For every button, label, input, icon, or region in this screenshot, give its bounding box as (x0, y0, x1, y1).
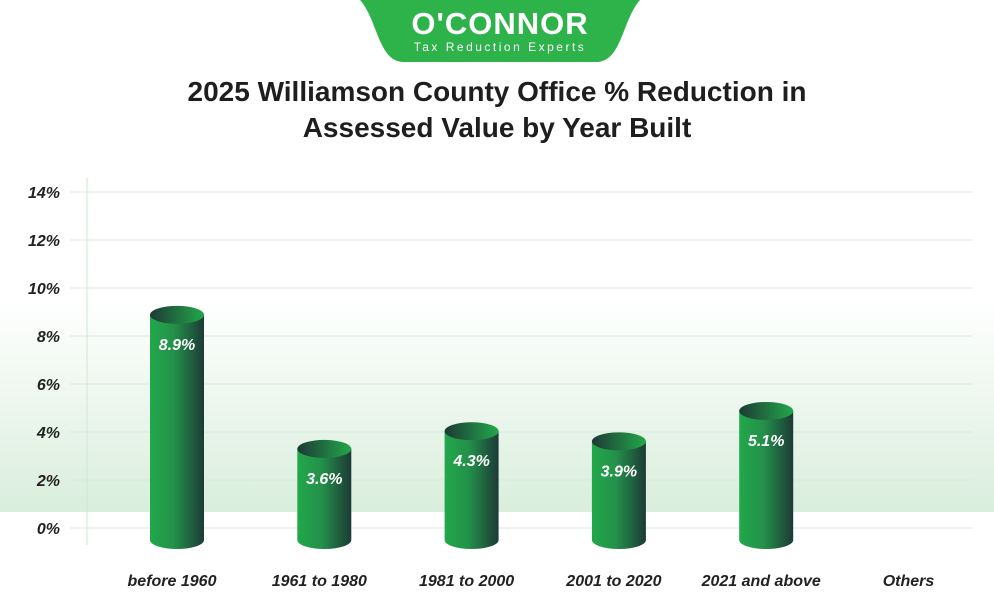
x-category-label: before 1960 (128, 573, 217, 590)
bar-top (739, 401, 794, 420)
data-label: 8.9% (159, 337, 195, 354)
x-category-label: 1981 to 2000 (419, 573, 514, 590)
logo-badge (360, 0, 640, 62)
bar-body (297, 448, 352, 549)
bar-body (150, 314, 204, 549)
bar-2001-to-2020: 3.9% (591, 432, 646, 549)
y-tick-label: 6% (37, 377, 60, 394)
data-label: 4.3% (452, 453, 489, 470)
y-tick-label: 8% (37, 329, 60, 346)
logo-name: O'CONNOR (411, 6, 589, 41)
y-tick-label: 0% (37, 521, 60, 538)
chart-title: 2025 Williamson County Office % Reductio… (0, 74, 994, 146)
data-label: 5.1% (748, 433, 784, 450)
bar-body (591, 441, 646, 549)
bar-top (297, 439, 352, 458)
bar-body (444, 431, 499, 549)
logo-tagline: Tax Reduction Experts (413, 40, 587, 54)
x-category-label: 2021 and above (701, 573, 821, 590)
bar-2021-and-above: 5.1% (739, 401, 794, 549)
bar-before-1960: 8.9% (150, 305, 204, 549)
oconnor-logo: O'CONNOR Tax Reduction Experts (360, 0, 640, 62)
bar-top (591, 432, 646, 451)
data-label: 3.9% (601, 463, 637, 480)
x-category-label: 2001 to 2020 (565, 573, 661, 590)
chart-title-line-2: Assessed Value by Year Built (302, 112, 692, 143)
y-tick-label: 14% (28, 185, 60, 202)
y-tick-label: 4% (36, 425, 60, 442)
data-label: 3.6% (306, 471, 342, 488)
y-tick-label: 10% (28, 281, 60, 298)
x-category-label: Others (883, 573, 935, 590)
bar-body (739, 410, 794, 549)
y-tick-label: 2% (36, 473, 60, 490)
chart-title-line-1: 2025 Williamson County Office % Reductio… (187, 76, 807, 107)
y-tick-label: 12% (28, 233, 60, 250)
bar-1961-to-1980: 3.6% (297, 439, 352, 549)
bar-top (444, 422, 499, 441)
bar-top (150, 305, 204, 324)
x-category-label: 1961 to 1980 (272, 573, 367, 590)
bar-1981-to-2000: 4.3% (444, 422, 499, 549)
